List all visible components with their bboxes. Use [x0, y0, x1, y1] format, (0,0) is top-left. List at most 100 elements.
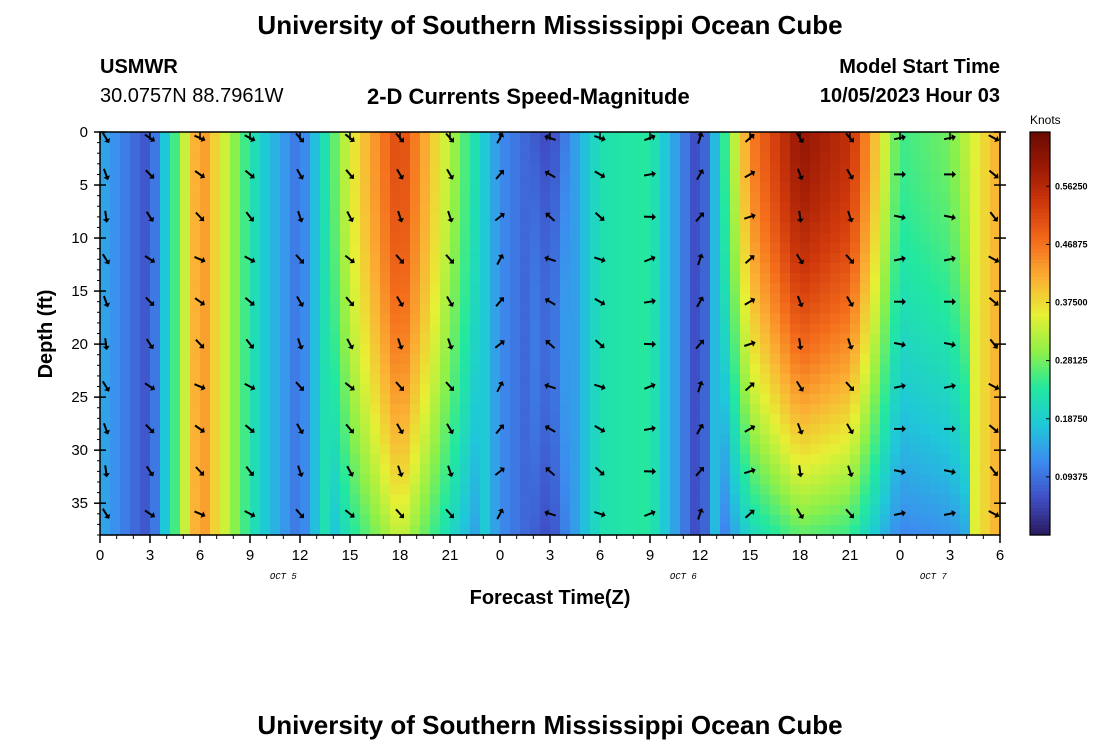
heatmap-cell [820, 202, 831, 214]
heatmap-cell [250, 363, 261, 375]
heatmap-cell [910, 283, 921, 294]
heatmap-cell [400, 404, 411, 415]
heatmap-cell [940, 353, 951, 365]
heatmap-cell [730, 444, 741, 455]
heatmap-cell [220, 132, 231, 143]
heatmap-cell [250, 222, 261, 234]
heatmap-cell [900, 192, 911, 204]
heatmap-cell [820, 444, 831, 455]
heatmap-cell [170, 494, 181, 506]
colorbar-segment [1030, 148, 1050, 153]
colorbar-segment [1030, 417, 1050, 422]
heatmap-cell [440, 192, 451, 204]
heatmap-cell [500, 353, 511, 365]
heatmap-cell [700, 484, 711, 496]
heatmap-cell [110, 464, 121, 476]
heatmap-cell [510, 182, 521, 194]
heatmap-cell [870, 242, 881, 254]
heatmap-cell [780, 383, 791, 395]
heatmap-cell [130, 514, 141, 526]
heatmap-cell [580, 424, 591, 435]
heatmap-cell [940, 152, 951, 163]
heatmap-cell [870, 152, 881, 163]
heatmap-cell [930, 474, 941, 486]
heatmap-cell [350, 222, 361, 234]
heatmap-cell [550, 132, 561, 143]
heatmap-cell [690, 424, 701, 435]
heatmap-cell [750, 363, 761, 375]
heatmap-cell [570, 192, 581, 204]
heatmap-cell [400, 162, 411, 173]
current-arrow [395, 381, 404, 391]
heatmap-cell [890, 232, 901, 244]
heatmap-cell [860, 373, 871, 385]
heatmap-cell [550, 474, 561, 486]
heatmap-cell [770, 504, 781, 516]
heatmap-cell [240, 494, 251, 506]
heatmap-cell [920, 353, 931, 365]
heatmap-cell [860, 414, 871, 425]
heatmap-cell [310, 262, 321, 274]
heatmap-cell [150, 242, 161, 254]
heatmap-cell [680, 414, 691, 425]
heatmap-cell [570, 182, 581, 194]
heatmap-cell [870, 464, 881, 476]
heatmap-cell [430, 152, 441, 163]
heatmap-cell [550, 152, 561, 163]
heatmap-cell [630, 313, 641, 325]
heatmap-cell [110, 162, 121, 173]
heatmap-cell [600, 484, 611, 496]
heatmap-cell [640, 192, 651, 204]
heatmap-cell [770, 303, 781, 314]
heatmap-cell [870, 373, 881, 385]
heatmap-cell [450, 393, 461, 405]
colorbar-segment [1030, 219, 1050, 224]
heatmap-cell [280, 252, 291, 264]
heatmap-cell [270, 212, 281, 224]
heatmap-cell [450, 474, 461, 486]
heatmap-cell [790, 474, 801, 486]
heatmap-cell [750, 262, 761, 274]
colorbar-segment [1030, 138, 1050, 143]
heatmap-cell [940, 202, 951, 214]
heatmap-cell [720, 484, 731, 496]
current-arrow [988, 510, 1000, 518]
heatmap-cell [320, 363, 331, 375]
heatmap-cell [540, 343, 551, 355]
heatmap-cell [720, 373, 731, 385]
heatmap-cell [780, 484, 791, 496]
heatmap-cell [110, 494, 121, 506]
heatmap-cell [580, 252, 591, 264]
colorbar: Knots0.562500.468750.375000.281250.18750… [1029, 113, 1088, 536]
heatmap-cell [350, 283, 361, 294]
heatmap-cell [150, 222, 161, 234]
current-arrow [446, 295, 455, 307]
heatmap-cell [480, 404, 491, 415]
heatmap-cell [510, 353, 521, 365]
heatmap-cell [830, 252, 841, 264]
heatmap-cell [930, 152, 941, 163]
heatmap-cell [330, 313, 341, 325]
heatmap-cell [120, 353, 131, 365]
heatmap-cell [450, 373, 461, 385]
heatmap-cell [310, 323, 321, 335]
heatmap-cell [580, 434, 591, 445]
heatmap-cell [160, 303, 171, 314]
x-tick-label: 6 [596, 547, 604, 564]
heatmap-cell [490, 313, 501, 325]
heatmap-cell [580, 343, 591, 355]
heatmap-cell [750, 293, 761, 304]
heatmap-cell [260, 404, 271, 415]
heatmap-cell [850, 252, 861, 264]
heatmap-cell [450, 504, 461, 516]
heatmap-cell [440, 303, 451, 314]
heatmap-cell [600, 192, 611, 204]
heatmap-cell [180, 393, 191, 405]
heatmap-cell [330, 444, 341, 455]
current-arrow [194, 510, 206, 518]
heatmap-cell [950, 414, 961, 425]
heatmap-cell [430, 404, 441, 415]
heatmap-cell [180, 444, 191, 455]
heatmap-cell [550, 494, 561, 506]
heatmap-cell [660, 262, 671, 274]
